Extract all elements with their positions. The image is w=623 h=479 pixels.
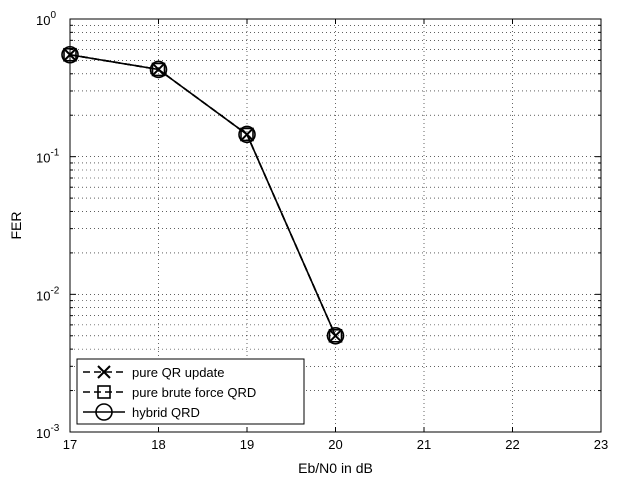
legend-box <box>76 358 305 425</box>
axis-ticks: 17 18 19 20 21 22 23 10-3 10-2 10-1 100 <box>36 10 608 452</box>
circle-marker <box>326 326 345 345</box>
legend-label: pure QR update <box>132 365 225 380</box>
x-tick-label: 23 <box>594 437 608 452</box>
x-tick-label: 20 <box>328 437 342 452</box>
grid <box>70 19 601 432</box>
legend-label: hybrid QRD <box>132 405 200 420</box>
x-tick-label: 19 <box>240 437 254 452</box>
legend: pure QR update pure brute force QRD hybrid… <box>76 358 305 425</box>
x-marker <box>97 365 111 379</box>
y-tick-label: 10-3 <box>36 423 60 441</box>
circle-marker <box>149 60 168 79</box>
x-tick-label: 18 <box>151 437 165 452</box>
circle-marker <box>238 125 256 144</box>
circle-marker <box>95 403 113 421</box>
y-tick-label: 10-2 <box>36 285 60 303</box>
y-tick-label: 100 <box>36 10 56 28</box>
x-tick-label: 22 <box>505 437 519 452</box>
y-axis-label: FER <box>8 212 24 240</box>
x-axis-label: Eb/N0 in dB <box>298 460 373 476</box>
legend-label: pure brute force QRD <box>132 385 256 400</box>
y-tick-label: 10-1 <box>36 148 60 166</box>
square-marker <box>240 127 254 142</box>
x-tick-label: 21 <box>417 437 431 452</box>
square-marker <box>328 328 343 343</box>
x-tick-label: 17 <box>63 437 77 452</box>
square-marker <box>151 62 166 77</box>
series-line-3 <box>69 53 337 337</box>
square-marker <box>97 385 111 399</box>
